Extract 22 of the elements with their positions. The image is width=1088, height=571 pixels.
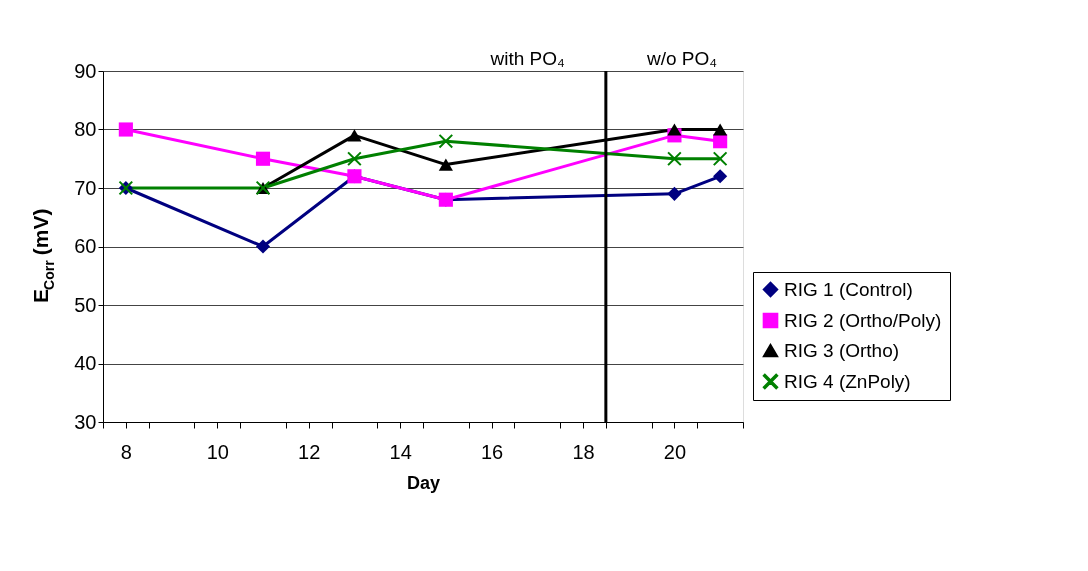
- x-tick-label: 20: [663, 440, 687, 463]
- y-tick-label: 60: [74, 235, 97, 257]
- y-axis-title: ECorr (mV): [29, 208, 57, 303]
- y-tick-label: 40: [74, 352, 97, 374]
- y-tick-label: 50: [74, 293, 97, 316]
- legend-label: RIG 1 (Control): [784, 278, 913, 300]
- legend-label: RIG 4 (ZnPoly): [784, 370, 911, 392]
- text: with PO₄: [489, 48, 565, 69]
- legend-label: RIG 2 (Ortho/Poly): [784, 309, 942, 331]
- text: w/o PO₄: [646, 48, 718, 69]
- y-tick-label: 90: [74, 59, 97, 82]
- y-tick-label: 80: [74, 118, 97, 140]
- x-tick-label: 12: [298, 440, 321, 463]
- x-tick-label: 14: [389, 440, 412, 463]
- legend-label: RIG 3 (Ortho): [784, 339, 900, 361]
- x-tick-label: 10: [206, 440, 229, 463]
- y-tick-label: 30: [74, 410, 97, 433]
- x-tick-label: 16: [480, 440, 504, 463]
- y-tick-label: 70: [74, 176, 97, 199]
- x-tick-label: 18: [572, 440, 595, 463]
- x-tick-label: 8: [120, 440, 132, 463]
- x-axis-title: Day: [406, 472, 441, 493]
